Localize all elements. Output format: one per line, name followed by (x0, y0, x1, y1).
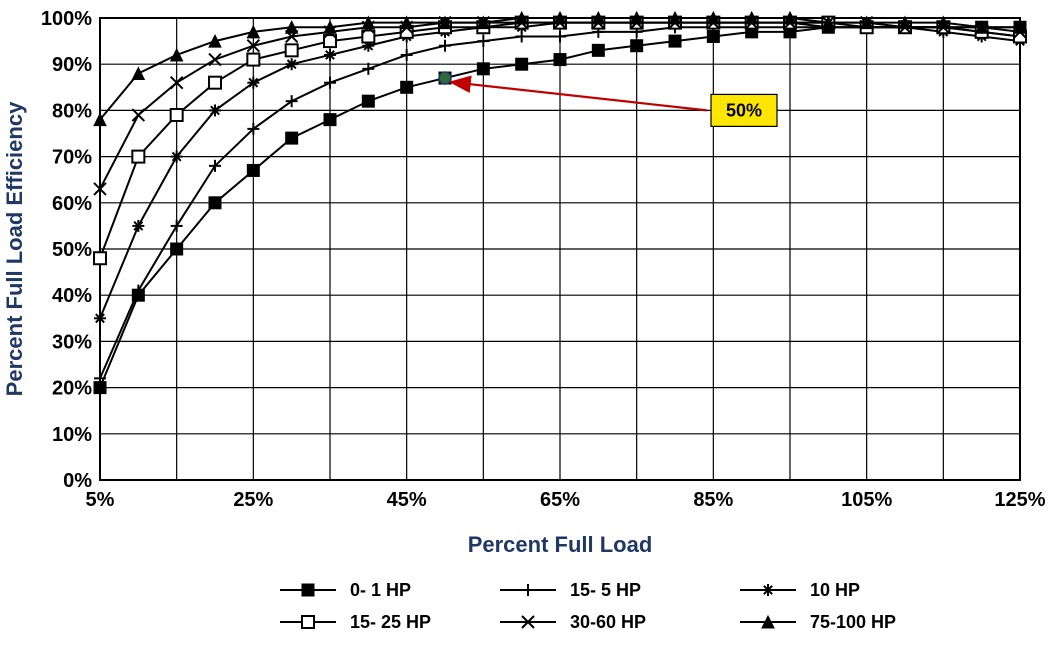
y-tick-label: 10% (52, 424, 92, 446)
y-axis-title: Percent Full Load Efficiency (2, 101, 27, 396)
y-tick-label: 60% (52, 193, 92, 215)
legend-label: 75-100 HP (810, 612, 896, 632)
legend-label: 15- 5 HP (570, 580, 641, 600)
y-tick-label: 50% (52, 239, 92, 261)
y-tick-label: 90% (52, 54, 92, 76)
annotation-dot (439, 72, 451, 84)
efficiency-chart: 0%10%20%30%40%50%60%70%80%90%100%5%25%45… (0, 0, 1064, 664)
x-tick-label: 65% (540, 489, 580, 511)
x-axis-title: Percent Full Load (468, 532, 653, 557)
legend-label: 10 HP (810, 580, 860, 600)
legend-label: 30-60 HP (570, 612, 646, 632)
y-tick-label: 20% (52, 378, 92, 400)
x-tick-label: 45% (387, 489, 427, 511)
y-tick-label: 80% (52, 100, 92, 122)
x-tick-label: 25% (233, 489, 273, 511)
legend-label: 15- 25 HP (350, 612, 431, 632)
y-tick-label: 30% (52, 331, 92, 353)
legend-label: 0- 1 HP (350, 580, 411, 600)
x-tick-label: 85% (693, 489, 733, 511)
y-tick-label: 100% (41, 8, 92, 30)
y-tick-label: 40% (52, 285, 92, 307)
x-tick-label: 125% (994, 489, 1045, 511)
x-tick-label: 5% (86, 489, 115, 511)
chart-svg: 0%10%20%30%40%50%60%70%80%90%100%5%25%45… (0, 0, 1064, 664)
annotation-text: 50% (726, 100, 762, 120)
y-tick-label: 70% (52, 147, 92, 169)
x-tick-label: 105% (841, 489, 892, 511)
